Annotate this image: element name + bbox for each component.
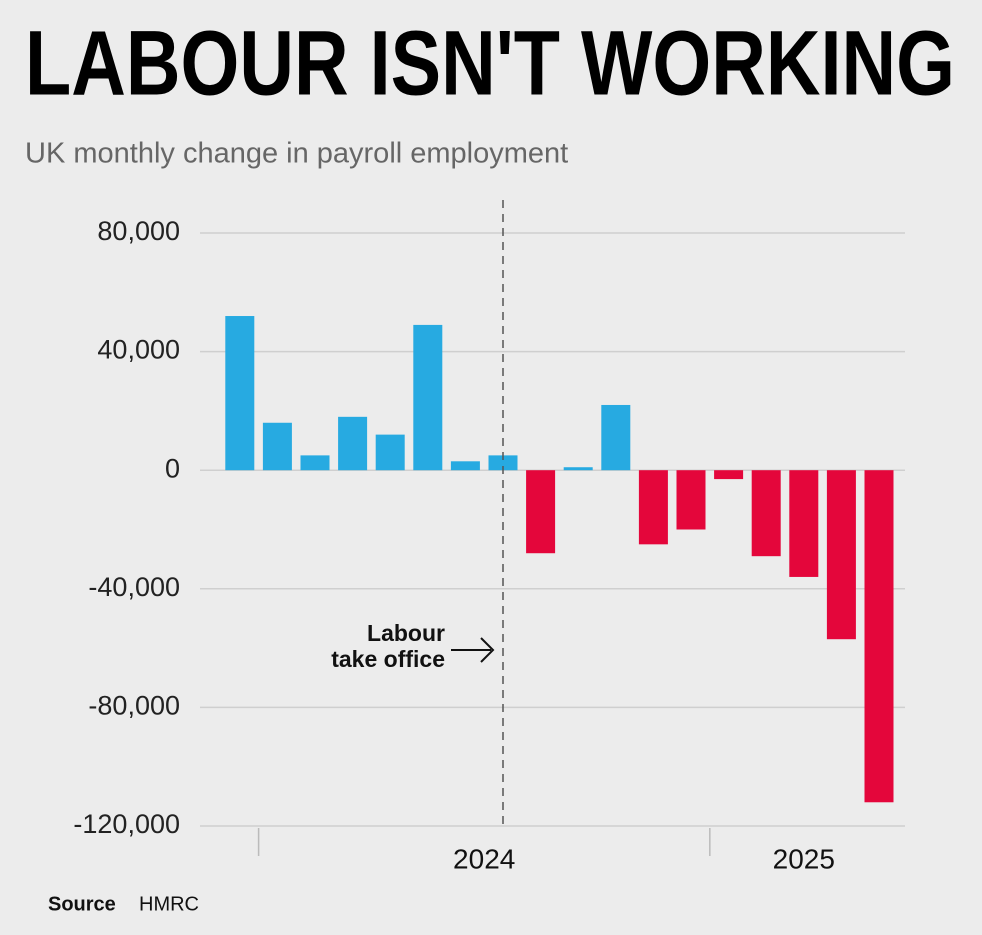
- chart-title: LABOUR ISN'T WORKING: [25, 12, 955, 114]
- bar: [413, 324, 443, 471]
- chart-subtitle: UK monthly change in payroll employment: [25, 138, 568, 170]
- source: HMRC: [139, 893, 199, 915]
- bar: [751, 470, 781, 557]
- bar: [450, 461, 480, 471]
- bar: [638, 470, 668, 545]
- bar: [789, 470, 819, 577]
- bar: [826, 470, 856, 640]
- bar: [300, 455, 330, 471]
- bar: [526, 470, 556, 554]
- bar: [563, 467, 593, 471]
- bar: [375, 434, 405, 471]
- bar: [338, 416, 368, 471]
- y-tick-label: -40,000: [88, 572, 180, 602]
- source-label: Source: [48, 893, 116, 915]
- y-tick-label: 80,000: [97, 216, 180, 246]
- x-group-label: 2024: [453, 843, 515, 874]
- annotation-text: take office: [331, 646, 445, 672]
- y-tick-label: -80,000: [88, 691, 180, 721]
- y-tick-label: -120,000: [73, 809, 180, 839]
- annotation-text: Labour: [367, 620, 445, 646]
- bar: [676, 470, 706, 530]
- bar: [262, 422, 292, 471]
- annotation-arrow: [451, 637, 495, 663]
- x-group-label: 2025: [773, 843, 835, 874]
- y-tick-label: 40,000: [97, 335, 180, 365]
- y-tick-label: 0: [165, 453, 180, 483]
- bar: [864, 470, 894, 803]
- bar: [488, 455, 518, 471]
- bar: [714, 470, 744, 480]
- bar: [601, 404, 631, 471]
- bar: [225, 316, 255, 471]
